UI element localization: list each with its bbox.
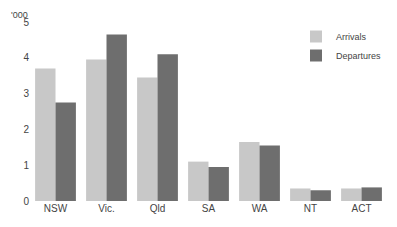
svg-text:Qld: Qld bbox=[150, 203, 166, 214]
svg-text:SA: SA bbox=[202, 203, 216, 214]
svg-text:WA: WA bbox=[252, 203, 268, 214]
svg-text:Departures: Departures bbox=[336, 51, 381, 61]
svg-text:ACT: ACT bbox=[352, 203, 372, 214]
svg-text:NSW: NSW bbox=[44, 203, 68, 214]
svg-text:NT: NT bbox=[304, 203, 317, 214]
svg-text:2: 2 bbox=[23, 124, 29, 135]
svg-text:Arrivals: Arrivals bbox=[336, 32, 367, 42]
svg-text:3: 3 bbox=[23, 88, 29, 99]
svg-text:Vic.: Vic. bbox=[98, 203, 115, 214]
svg-text:5: 5 bbox=[23, 17, 29, 28]
svg-text:'000: '000 bbox=[11, 10, 28, 20]
svg-text:1: 1 bbox=[23, 160, 29, 171]
svg-text:4: 4 bbox=[23, 52, 29, 63]
svg-text:0: 0 bbox=[23, 196, 29, 207]
